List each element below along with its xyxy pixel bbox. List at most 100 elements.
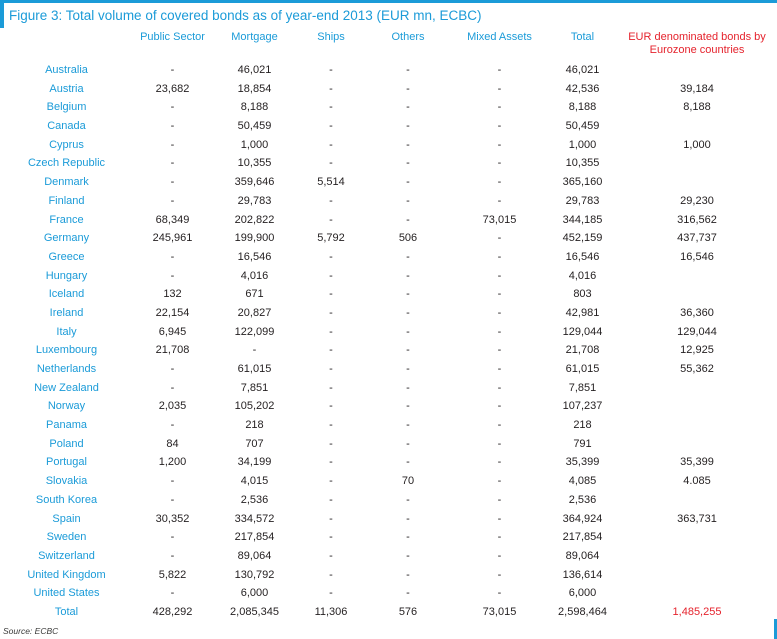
table-row: Ireland 22,154 20,827 - - - 42,981 36,360 [0,304,777,323]
table-cell: 21,708 [565,344,600,357]
table-cell: - [406,82,410,95]
table-cell: - [406,381,410,394]
table-cell: - [497,120,502,133]
table-cell: - [329,400,333,413]
table-cell: 42,981 [565,306,600,319]
table-row: Cyprus - 1,000 - - - 1,000 1,000 [0,136,777,155]
table-cell: - [497,549,502,562]
table-cell: - [497,157,502,170]
country-label: Norway [47,400,86,413]
table-cell: - [406,493,410,506]
table-cell: - [329,157,333,170]
table-cell: - [406,512,410,525]
table-cell: 8,188 [683,101,711,114]
table-cell: - [252,344,257,357]
table-cell: 132 [163,288,182,301]
table-cell: 29,783 [237,194,272,207]
country-label: United Kingdom [27,568,106,581]
table-cell: - [329,288,333,301]
table-cell [617,566,777,585]
table-cell: 16,546 [237,250,272,263]
table-cell: 36,360 [680,306,714,319]
table-row: Poland 84 707 - - - 791 [0,435,777,454]
table-row: Finland - 29,783 - - - 29,783 29,230 [0,192,777,211]
country-label: Spain [52,512,81,525]
table-cell: 21,708 [155,344,190,357]
table-row: Sweden - 217,854 - - - 217,854 [0,528,777,547]
table-cell: - [406,64,410,76]
table-cell: - [497,400,502,413]
table-row: Italy 6,945 122,099 - - - 129,044 129,044 [0,323,777,342]
table-row: Greece - 16,546 - - - 16,546 16,546 [0,248,777,267]
table-cell: 130,792 [234,568,275,581]
table-cell: 359,646 [234,176,275,189]
country-label: Netherlands [36,363,97,375]
table-cell: - [329,344,333,357]
table-cell: 576 [398,605,418,618]
total-row-label: Total [54,605,79,618]
table-cell: - [170,531,175,544]
column-header-total: Total [570,31,595,43]
country-label: Finland [48,194,85,207]
table-cell: - [329,325,333,338]
table-cell: - [497,568,502,581]
table-cell: - [170,138,175,151]
table-cell [617,435,777,454]
country-label: United States [33,587,100,600]
eur-header-line1: EUR denominated bonds by [628,31,766,43]
table-cell: - [329,213,333,226]
table-cell: - [329,531,333,544]
table-cell: 1,485,255 [672,605,722,618]
table-cell: - [497,587,502,600]
table-cell: - [170,587,175,600]
table-cell: - [170,194,175,207]
country-label: Slovakia [45,475,88,488]
table-cell: - [170,250,175,263]
country-label: Australia [45,64,88,76]
table-row: Denmark - 359,646 5,514 - - 365,160 [0,173,777,192]
country-label: Luxembourg [35,344,98,357]
table-cell: - [406,587,410,600]
table-cell: 506 [398,232,418,245]
table-cell: 428,292 [152,605,193,618]
table-cell: - [329,138,333,151]
table-cell: - [170,120,175,133]
table-cell [617,267,777,286]
column-header-mixed-assets: Mixed Assets [467,31,532,43]
column-header-public-sector: Public Sector [140,31,205,43]
table-cell: 34,199 [237,456,272,469]
table-cell: - [329,381,333,394]
table-cell: - [497,512,502,525]
table-row: Hungary - 4,016 - - - 4,016 [0,267,777,286]
table-cell: 365,160 [562,176,603,189]
table-cell [617,584,777,603]
table-cell: - [406,568,410,581]
table-row: Spain 30,352 334,572 - - - 364,924 363,731 [0,510,777,529]
column-header-ships: Ships [317,31,345,43]
figure-title-bar: Figure 3: Total volume of covered bonds … [0,3,777,28]
table-cell: 30,352 [155,512,190,525]
table-row: Portugal 1,200 34,199 - - - 35,399 35,399 [0,453,777,472]
table-cell: 61,015 [565,363,600,375]
table-cell: - [406,325,410,338]
table-cell: - [329,419,333,432]
table-cell [617,117,777,136]
table-row: United States - 6,000 - - - 6,000 [0,584,777,603]
table-cell: - [497,344,502,357]
table-cell: 6,000 [240,587,269,600]
table-cell [617,154,777,173]
figure-title: Figure 3: Total volume of covered bonds … [9,7,482,23]
table-row: Netherlands - 61,015 - - - 61,015 55,362 [0,360,777,379]
country-label: Poland [49,437,84,450]
table-cell: 29,230 [680,194,714,207]
table-cell: 42,536 [565,82,600,95]
title-accent-bar [0,3,4,28]
table-cell: 61,015 [237,363,272,375]
table-cell: 363,731 [677,512,717,525]
table-cell: 4,016 [568,269,597,282]
table-cell: 35,399 [565,456,600,469]
table-cell: 316,562 [677,213,717,226]
table-header-row: Public Sector Mortgage Ships Others Mixed As… [0,31,777,61]
table-cell: - [406,437,410,450]
